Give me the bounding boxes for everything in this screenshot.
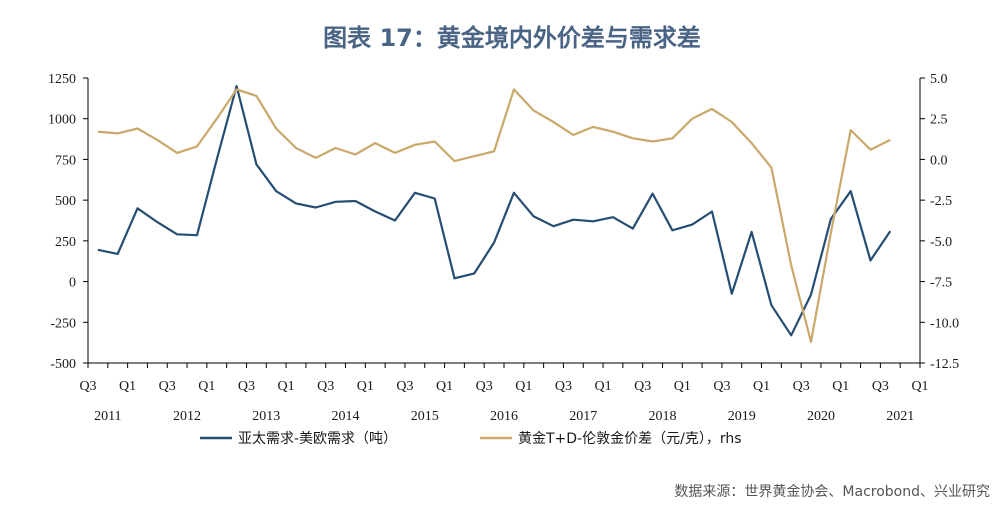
x-quarter-label: Q1 (911, 379, 928, 394)
source-note: 数据来源：世界黄金协会、Macrobond、兴业研究 (674, 483, 990, 500)
right-tick-label: -10.0 (930, 316, 959, 331)
left-tick-label: 250 (55, 235, 76, 250)
left-axis-ticks: 1250 1000 750 500 250 0 -250 -500 (48, 72, 88, 372)
series-line-price-spread (97, 88, 891, 343)
left-tick-label: -250 (50, 316, 76, 331)
x-year-label: 2015 (411, 409, 439, 424)
x-quarter-label: Q3 (555, 379, 572, 394)
x-quarter-label: Q3 (793, 379, 810, 394)
right-tick-label: 0.0 (930, 153, 948, 168)
legend-label-demand: 亚太需求-美欧需求（吨） (238, 431, 397, 447)
x-year-label: 2017 (569, 409, 597, 424)
x-axis-ticks: Q3 Q1 Q3 Q1 Q3 Q1 Q3 Q1 Q3 Q1 Q3 Q1 Q3 Q1 Q3 Q1 Q3 Q1 Q3 Q1… (79, 363, 929, 424)
x-quarter-label: Q3 (713, 379, 730, 394)
x-quarter-label: Q3 (634, 379, 651, 394)
right-tick-label: -12.5 (930, 357, 959, 372)
x-year-label: 2011 (94, 409, 121, 424)
x-quarter-label: Q3 (238, 379, 255, 394)
x-year-label: 2020 (807, 409, 835, 424)
right-tick-label: -5.0 (930, 235, 952, 250)
left-tick-label: 1000 (48, 113, 76, 128)
x-quarter-label: Q1 (832, 379, 849, 394)
left-tick-label: 500 (55, 194, 76, 209)
x-quarter-label: Q3 (159, 379, 176, 394)
x-quarter-label: Q1 (515, 379, 532, 394)
x-quarter-label: Q3 (396, 379, 413, 394)
x-quarter-label: Q1 (436, 379, 453, 394)
x-year-label: 2016 (490, 409, 518, 424)
x-quarter-label: Q3 (79, 379, 96, 394)
right-tick-label: 5.0 (930, 72, 948, 87)
x-year-label: 2013 (252, 409, 280, 424)
x-quarter-label: Q1 (357, 379, 374, 394)
chart-title: 图表 17：黄金境内外价差与需求差 (323, 24, 701, 52)
legend-label-spread: 黄金T+D-伦敦金价差（元/克），rhs (518, 430, 742, 447)
legend: 亚太需求-美欧需求（吨） 黄金T+D-伦敦金价差（元/克），rhs (200, 430, 742, 447)
x-quarter-label: Q1 (119, 379, 136, 394)
x-quarter-label: Q1 (594, 379, 611, 394)
x-quarter-label: Q3 (317, 379, 334, 394)
x-quarter-label: Q1 (198, 379, 215, 394)
right-tick-label: -2.5 (930, 194, 952, 209)
x-year-label: 2014 (332, 409, 360, 424)
x-quarter-label: Q3 (872, 379, 889, 394)
left-tick-label: 0 (69, 276, 76, 291)
x-year-label: 2018 (648, 409, 676, 424)
left-tick-label: 750 (55, 153, 76, 168)
x-quarter-label: Q1 (674, 379, 691, 394)
x-year-label: 2021 (886, 409, 914, 424)
x-quarter-label: Q1 (278, 379, 295, 394)
x-year-label: 2012 (173, 409, 201, 424)
x-year-label: 2019 (728, 409, 756, 424)
series-lines (97, 84, 892, 343)
left-tick-label: -500 (50, 357, 76, 372)
series-line-demand-gap (97, 84, 892, 337)
right-tick-label: -7.5 (930, 276, 952, 291)
right-tick-label: 2.5 (930, 113, 948, 128)
right-axis-ticks: 5.0 2.5 0.0 -2.5 -5.0 -7.5 -10.0 -12.5 (920, 72, 959, 372)
x-quarter-label: Q1 (753, 379, 770, 394)
left-tick-label: 1250 (48, 72, 76, 87)
x-quarter-label: Q3 (476, 379, 493, 394)
